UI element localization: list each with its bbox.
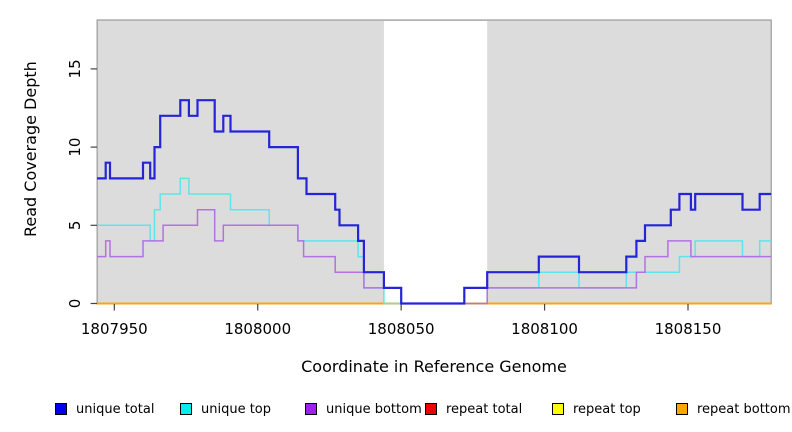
legend-label: repeat total bbox=[446, 401, 523, 417]
series-line-unique-total bbox=[97, 99, 772, 305]
y-tick-label: 10 bbox=[66, 138, 84, 157]
legend-item-unique-bottom: unique bottom bbox=[305, 401, 422, 417]
x-tick-label: 1807950 bbox=[81, 320, 148, 338]
x-tick-label: 1808150 bbox=[655, 320, 722, 338]
legend-swatch-repeat-top bbox=[552, 403, 564, 415]
legend-item-repeat-bottom: repeat bottom bbox=[676, 401, 791, 417]
legend-item-unique-top: unique top bbox=[180, 401, 271, 417]
y-axis-label: Read Coverage Depth bbox=[21, 61, 40, 237]
legend-item-repeat-total: repeat total bbox=[425, 401, 522, 417]
legend-swatch-unique-bottom bbox=[305, 403, 317, 415]
legend-swatch-repeat-total bbox=[425, 403, 437, 415]
legend-item-repeat-top: repeat top bbox=[552, 401, 641, 417]
x-tick-label: 1808000 bbox=[224, 320, 291, 338]
y-tick-label: 0 bbox=[66, 299, 84, 309]
legend-swatch-unique-total bbox=[55, 403, 67, 415]
legend-item-unique-total: unique total bbox=[55, 401, 154, 417]
legend-swatch-unique-top bbox=[180, 403, 192, 415]
masked-region bbox=[383, 21, 488, 304]
x-axis-label: Coordinate in Reference Genome bbox=[301, 357, 567, 376]
y-tick-label: 5 bbox=[66, 221, 84, 231]
y-tick-label: 15 bbox=[66, 59, 84, 78]
legend-label: repeat top bbox=[573, 401, 641, 417]
legend-label: unique top bbox=[201, 401, 272, 417]
x-tick-label: 1808100 bbox=[511, 320, 578, 338]
legend-label: unique bottom bbox=[326, 401, 422, 417]
legend-swatch-repeat-bottom bbox=[676, 403, 688, 415]
legend-label: unique total bbox=[76, 401, 155, 417]
legend-label: repeat bottom bbox=[697, 401, 791, 417]
x-tick-label: 1808050 bbox=[368, 320, 435, 338]
series-line-unique-bottom bbox=[97, 208, 772, 305]
